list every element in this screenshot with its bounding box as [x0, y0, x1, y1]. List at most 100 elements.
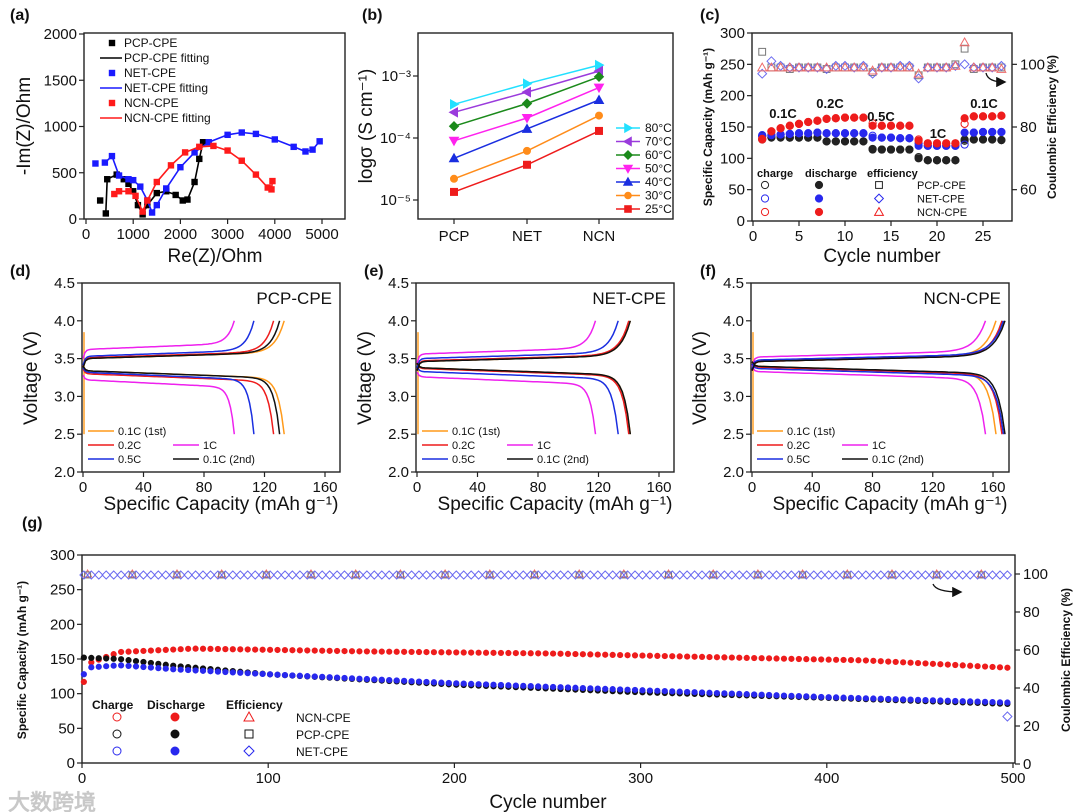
- efficiency-point-net-cpe: [943, 570, 953, 580]
- discharge-point-net-cpe: [460, 680, 467, 687]
- discharge-point-ncn-cpe: [831, 114, 840, 123]
- discharge-curve-0.5C: [82, 367, 255, 435]
- efficiency-point-net-cpe: [928, 570, 938, 580]
- y-tick-label: 3.0: [388, 388, 409, 405]
- efficiency-point-net-cpe: [481, 570, 491, 580]
- efficiency-point-pcp-cpe: [530, 571, 538, 579]
- discharge-point-net-cpe: [415, 678, 423, 685]
- legend-efficiency-marker: [244, 729, 254, 739]
- discharge-point-net-cpe: [997, 127, 1006, 137]
- discharge-point-net-cpe: [818, 693, 825, 701]
- charge-curve-0.2C: [751, 320, 1003, 371]
- discharge-point-net-cpe: [831, 129, 840, 138]
- panel-label: (f): [700, 263, 716, 280]
- legend-efficiency-marker: [875, 181, 883, 189]
- discharge-point-net-cpe: [341, 674, 348, 682]
- discharge-point-net-cpe: [408, 678, 415, 685]
- discharge-point-ncn-cpe: [535, 650, 542, 657]
- discharge-point-net-cpe: [594, 685, 601, 692]
- discharge-point-net-cpe: [348, 675, 356, 682]
- legend-label: PCP-CPE fitting: [124, 51, 209, 65]
- discharge-point-ncn-cpe: [813, 116, 822, 125]
- data-point-40°C: [593, 94, 605, 104]
- discharge-point-net-cpe: [885, 695, 892, 703]
- legend-efficiency-marker: [243, 710, 255, 722]
- legend-label: PCP-CPE: [917, 180, 966, 192]
- x-tick-label: 20: [929, 228, 946, 245]
- discharge-point-net-cpe: [959, 698, 966, 705]
- legend-marker: [624, 205, 632, 213]
- eis-point-pcp-cpe: [102, 210, 110, 217]
- x-tick-label: 5000: [305, 226, 338, 243]
- legend-header: efficiency: [867, 168, 919, 180]
- discharge-point-ncn-cpe: [430, 649, 438, 656]
- discharge-point-net-cpe: [482, 681, 490, 688]
- y-tick-label: 150: [720, 119, 745, 136]
- efficiency-point-pcp-cpe: [843, 571, 851, 579]
- discharge-point-ncn-cpe: [371, 648, 378, 655]
- x-tick-label: 0: [82, 226, 90, 243]
- discharge-point-ncn-cpe: [333, 647, 341, 655]
- efficiency-point-net-cpe: [235, 570, 246, 580]
- y-tick-label: 200: [50, 616, 75, 633]
- efficiency-point-net-cpe: [968, 62, 979, 73]
- legend-header: charge: [757, 168, 793, 180]
- legend-label: 0.1C (1st): [452, 426, 500, 438]
- data-point-50°C: [521, 114, 533, 124]
- discharge-point-ncn-cpe: [767, 127, 776, 136]
- discharge-point-net-cpe: [475, 681, 482, 688]
- discharge-point-ncn-cpe: [438, 649, 445, 656]
- legend-label: NCN-CPE: [124, 96, 179, 110]
- data-point-80°C: [450, 98, 460, 110]
- efficiency-point-ncn-cpe: [127, 568, 138, 578]
- y-tick-label: 0: [737, 213, 745, 230]
- discharge-point-ncn-cpe: [896, 121, 905, 130]
- x-tick-label: 3000: [211, 226, 244, 243]
- legend-label: 0.1C (2nd): [872, 454, 924, 466]
- eis-point-net-cpe: [316, 138, 323, 145]
- discharge-point-net-cpe: [937, 697, 944, 704]
- discharge-point-ncn-cpe: [80, 678, 87, 685]
- discharge-point-pcp-cpe: [103, 655, 110, 662]
- legend-marker: [624, 122, 634, 134]
- discharge-point-net-cpe: [905, 134, 914, 143]
- discharge-point-net-cpe: [788, 692, 795, 699]
- discharge-point-net-cpe: [765, 691, 773, 699]
- discharge-point-ncn-cpe: [147, 647, 154, 654]
- efficiency-point-ncn-cpe: [821, 62, 832, 72]
- discharge-point-net-cpe: [356, 675, 363, 682]
- efficiency-point-net-cpe: [637, 570, 648, 580]
- eis-point-ncn-cpe: [144, 197, 151, 204]
- y-tick-label: 100: [720, 150, 745, 167]
- efficiency-point-net-cpe: [838, 570, 849, 580]
- efficiency-point-net-cpe: [846, 570, 856, 580]
- discharge-point-net-cpe: [162, 665, 169, 672]
- eis-point-ncn-cpe: [224, 147, 231, 154]
- discharge-point-ncn-cpe: [594, 651, 601, 658]
- discharge-point-ncn-cpe: [445, 649, 452, 656]
- discharge-point-net-cpe: [527, 683, 534, 690]
- x-tick-label: 160: [312, 479, 337, 496]
- efficiency-point-ncn-cpe: [830, 62, 842, 72]
- efficiency-point-net-cpe: [913, 570, 923, 580]
- discharge-point-ncn-cpe: [631, 652, 639, 659]
- discharge-point-net-cpe: [691, 689, 698, 696]
- eis-point-net-cpe: [101, 159, 109, 166]
- y-tick-label: 300: [720, 25, 745, 42]
- discharge-point-ncn-cpe: [698, 653, 706, 661]
- y-tick-label: 3.0: [723, 388, 744, 405]
- efficiency-point-net-cpe: [295, 570, 305, 580]
- efficiency-point-net-cpe: [391, 570, 402, 580]
- discharge-point-ncn-cpe: [942, 139, 951, 148]
- efficiency-point-net-cpe: [905, 570, 916, 580]
- legend-label: NCN-CPE: [917, 207, 967, 219]
- discharge-point-ncn-cpe: [825, 656, 832, 663]
- efficiency-point-net-cpe: [79, 570, 89, 580]
- discharge-point-ncn-cpe: [907, 659, 914, 666]
- discharge-point-net-cpe: [780, 692, 788, 699]
- eis-point-ncn-cpe: [125, 188, 132, 195]
- discharge-point-ncn-cpe: [311, 647, 318, 654]
- discharge-point-net-cpe: [363, 675, 370, 683]
- x-axis-title: Cycle number: [489, 792, 607, 812]
